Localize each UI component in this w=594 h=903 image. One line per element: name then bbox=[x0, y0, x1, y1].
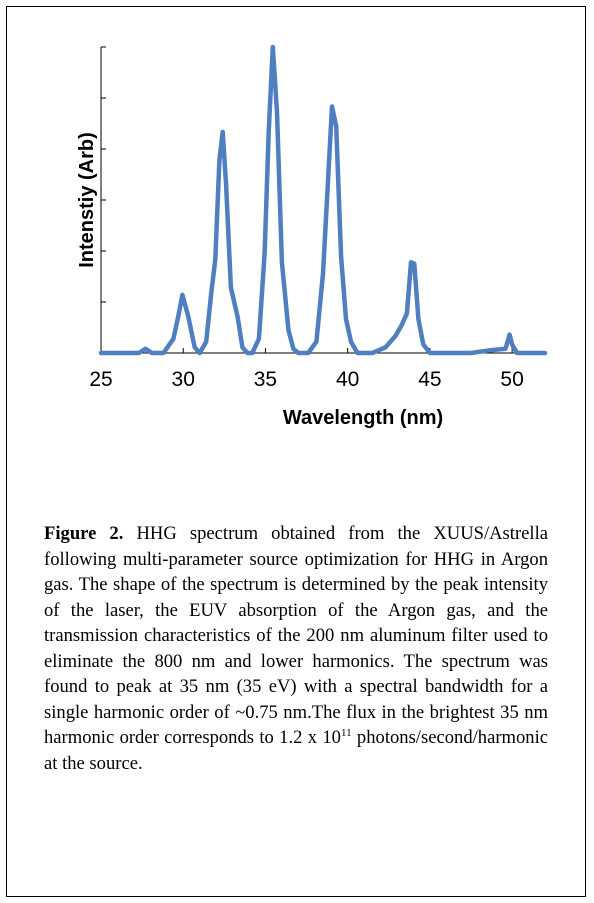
y-axis-title: Intenstiy (Arb) bbox=[76, 132, 98, 268]
flux-base: 1.2 x 10 bbox=[279, 727, 341, 748]
x-tick-label: 25 bbox=[89, 368, 112, 391]
spectrum-line bbox=[98, 44, 548, 356]
flux-exponent: 11 bbox=[340, 727, 352, 739]
caption-text: HHG spectrum obtained from the XUUS/Astr… bbox=[44, 523, 548, 748]
flux-tail: photons/second/harmonic at the source. bbox=[44, 727, 548, 774]
x-tick-label: 45 bbox=[418, 368, 441, 391]
x-tick-label: 35 bbox=[254, 368, 277, 391]
x-tick-label: 30 bbox=[172, 368, 195, 391]
figure-frame bbox=[6, 6, 586, 897]
x-tick-label: 40 bbox=[336, 368, 359, 391]
caption-label: Figure 2. bbox=[44, 523, 124, 544]
figure-caption: Figure 2. HHG spectrum obtained from the… bbox=[44, 521, 548, 776]
x-axis-title: Wavelength (nm) bbox=[283, 407, 443, 429]
spectrum-chart: 25 30 35 40 45 50 Intenstiy (Arb) Wavelength … bbox=[76, 44, 548, 429]
x-tick-label: 50 bbox=[500, 368, 523, 391]
